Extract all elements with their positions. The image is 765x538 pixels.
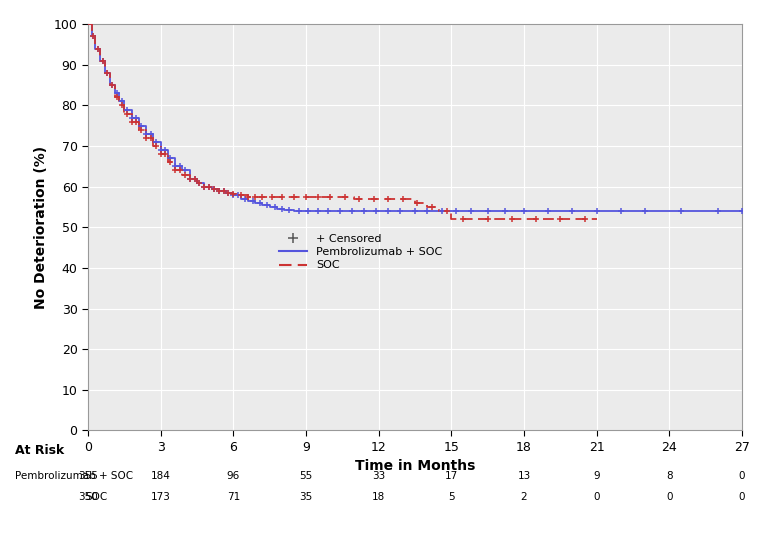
Text: 350: 350 — [78, 492, 98, 502]
Text: 2: 2 — [521, 492, 527, 502]
Text: 0: 0 — [739, 492, 745, 502]
Legend: + Censored, Pembrolizumab + SOC, SOC: + Censored, Pembrolizumab + SOC, SOC — [279, 234, 442, 271]
Text: At Risk: At Risk — [15, 444, 64, 457]
Text: 0: 0 — [739, 471, 745, 481]
Text: 355: 355 — [78, 471, 98, 481]
Text: 18: 18 — [372, 492, 386, 502]
X-axis label: Time in Months: Time in Months — [355, 459, 475, 473]
Text: 71: 71 — [226, 492, 240, 502]
Text: 173: 173 — [151, 492, 171, 502]
Text: 184: 184 — [151, 471, 171, 481]
Text: 0: 0 — [666, 492, 672, 502]
Text: 5: 5 — [448, 492, 454, 502]
Text: 0: 0 — [594, 492, 600, 502]
Text: 8: 8 — [666, 471, 672, 481]
Text: 9: 9 — [594, 471, 600, 481]
Text: 33: 33 — [372, 471, 386, 481]
Text: SOC: SOC — [86, 492, 108, 502]
Text: 55: 55 — [299, 471, 313, 481]
Text: Pembrolizumab + SOC: Pembrolizumab + SOC — [15, 471, 133, 481]
Text: 13: 13 — [517, 471, 531, 481]
Y-axis label: No Deterioration (%): No Deterioration (%) — [34, 146, 48, 309]
Text: 17: 17 — [444, 471, 458, 481]
Text: 96: 96 — [226, 471, 240, 481]
Text: 35: 35 — [299, 492, 313, 502]
